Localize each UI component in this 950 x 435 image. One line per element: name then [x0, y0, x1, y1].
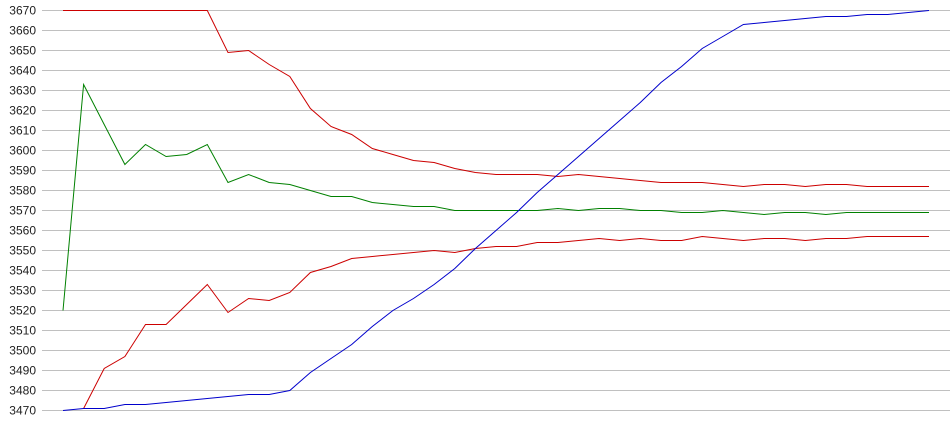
- y-tick-label: 3570: [9, 204, 36, 218]
- y-tick-label: 3520: [9, 304, 36, 318]
- y-tick-label: 3640: [9, 64, 36, 78]
- y-tick-label: 3490: [9, 364, 36, 378]
- series-lines: [62, 10, 930, 411]
- y-tick-label: 3670: [9, 4, 36, 18]
- y-tick-label: 3560: [9, 224, 36, 238]
- y-axis-tick-labels: 3670 3660 3650 3640 3630 3620 3610 3600 3590 3580…: [9, 4, 36, 418]
- y-tick-label: 3500: [9, 344, 36, 358]
- series-line-blue: [62, 10, 930, 411]
- y-tick-label: 3540: [9, 264, 36, 278]
- y-tick-label: 3580: [9, 184, 36, 198]
- y-tick-label: 3660: [9, 24, 36, 38]
- y-tick-label: 3480: [9, 384, 36, 398]
- series-line-green: [62, 82, 929, 311]
- y-tick-label: 3600: [9, 144, 36, 158]
- y-tick-label: 3550: [9, 244, 36, 258]
- series-line-lower-red: [83, 235, 929, 409]
- y-tick-label: 3610: [9, 124, 36, 138]
- series-line-upper-red: [63, 10, 929, 188]
- y-tick-label: 3470: [9, 404, 36, 418]
- y-tick-label: 3590: [9, 164, 36, 178]
- gridlines: [42, 10, 950, 411]
- y-tick-label: 3530: [9, 284, 36, 298]
- y-tick-label: 3630: [9, 84, 36, 98]
- y-tick-label: 3510: [9, 324, 36, 338]
- y-tick-label: 3620: [9, 104, 36, 118]
- y-tick-label: 3650: [9, 44, 36, 58]
